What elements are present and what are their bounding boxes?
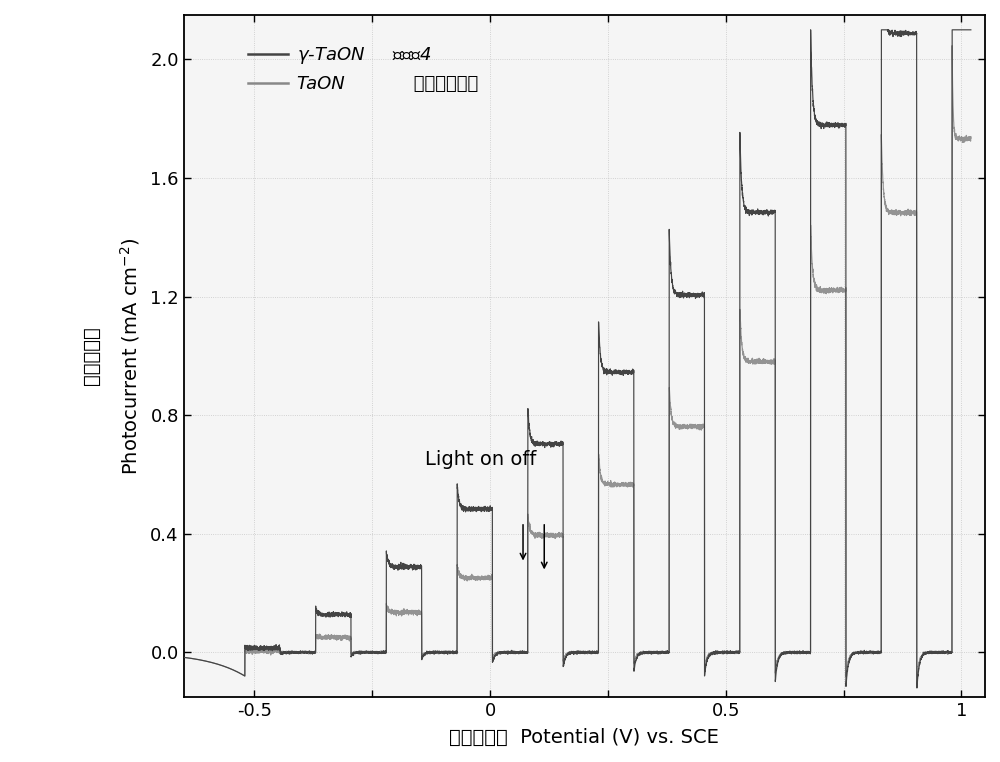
Legend: $\gamma$-TaON     实施例4, TaON            市售对比粉末: $\gamma$-TaON 实施例4, TaON 市售对比粉末: [241, 37, 485, 100]
Text: Light on off: Light on off: [425, 450, 536, 469]
X-axis label: 电位转换率  Potential (V) vs. SCE: 电位转换率 Potential (V) vs. SCE: [449, 728, 719, 747]
Text: 光电流强度: 光电流强度: [82, 327, 101, 386]
Y-axis label: Photocurrent (mA cm$^{-2}$): Photocurrent (mA cm$^{-2}$): [118, 237, 142, 475]
